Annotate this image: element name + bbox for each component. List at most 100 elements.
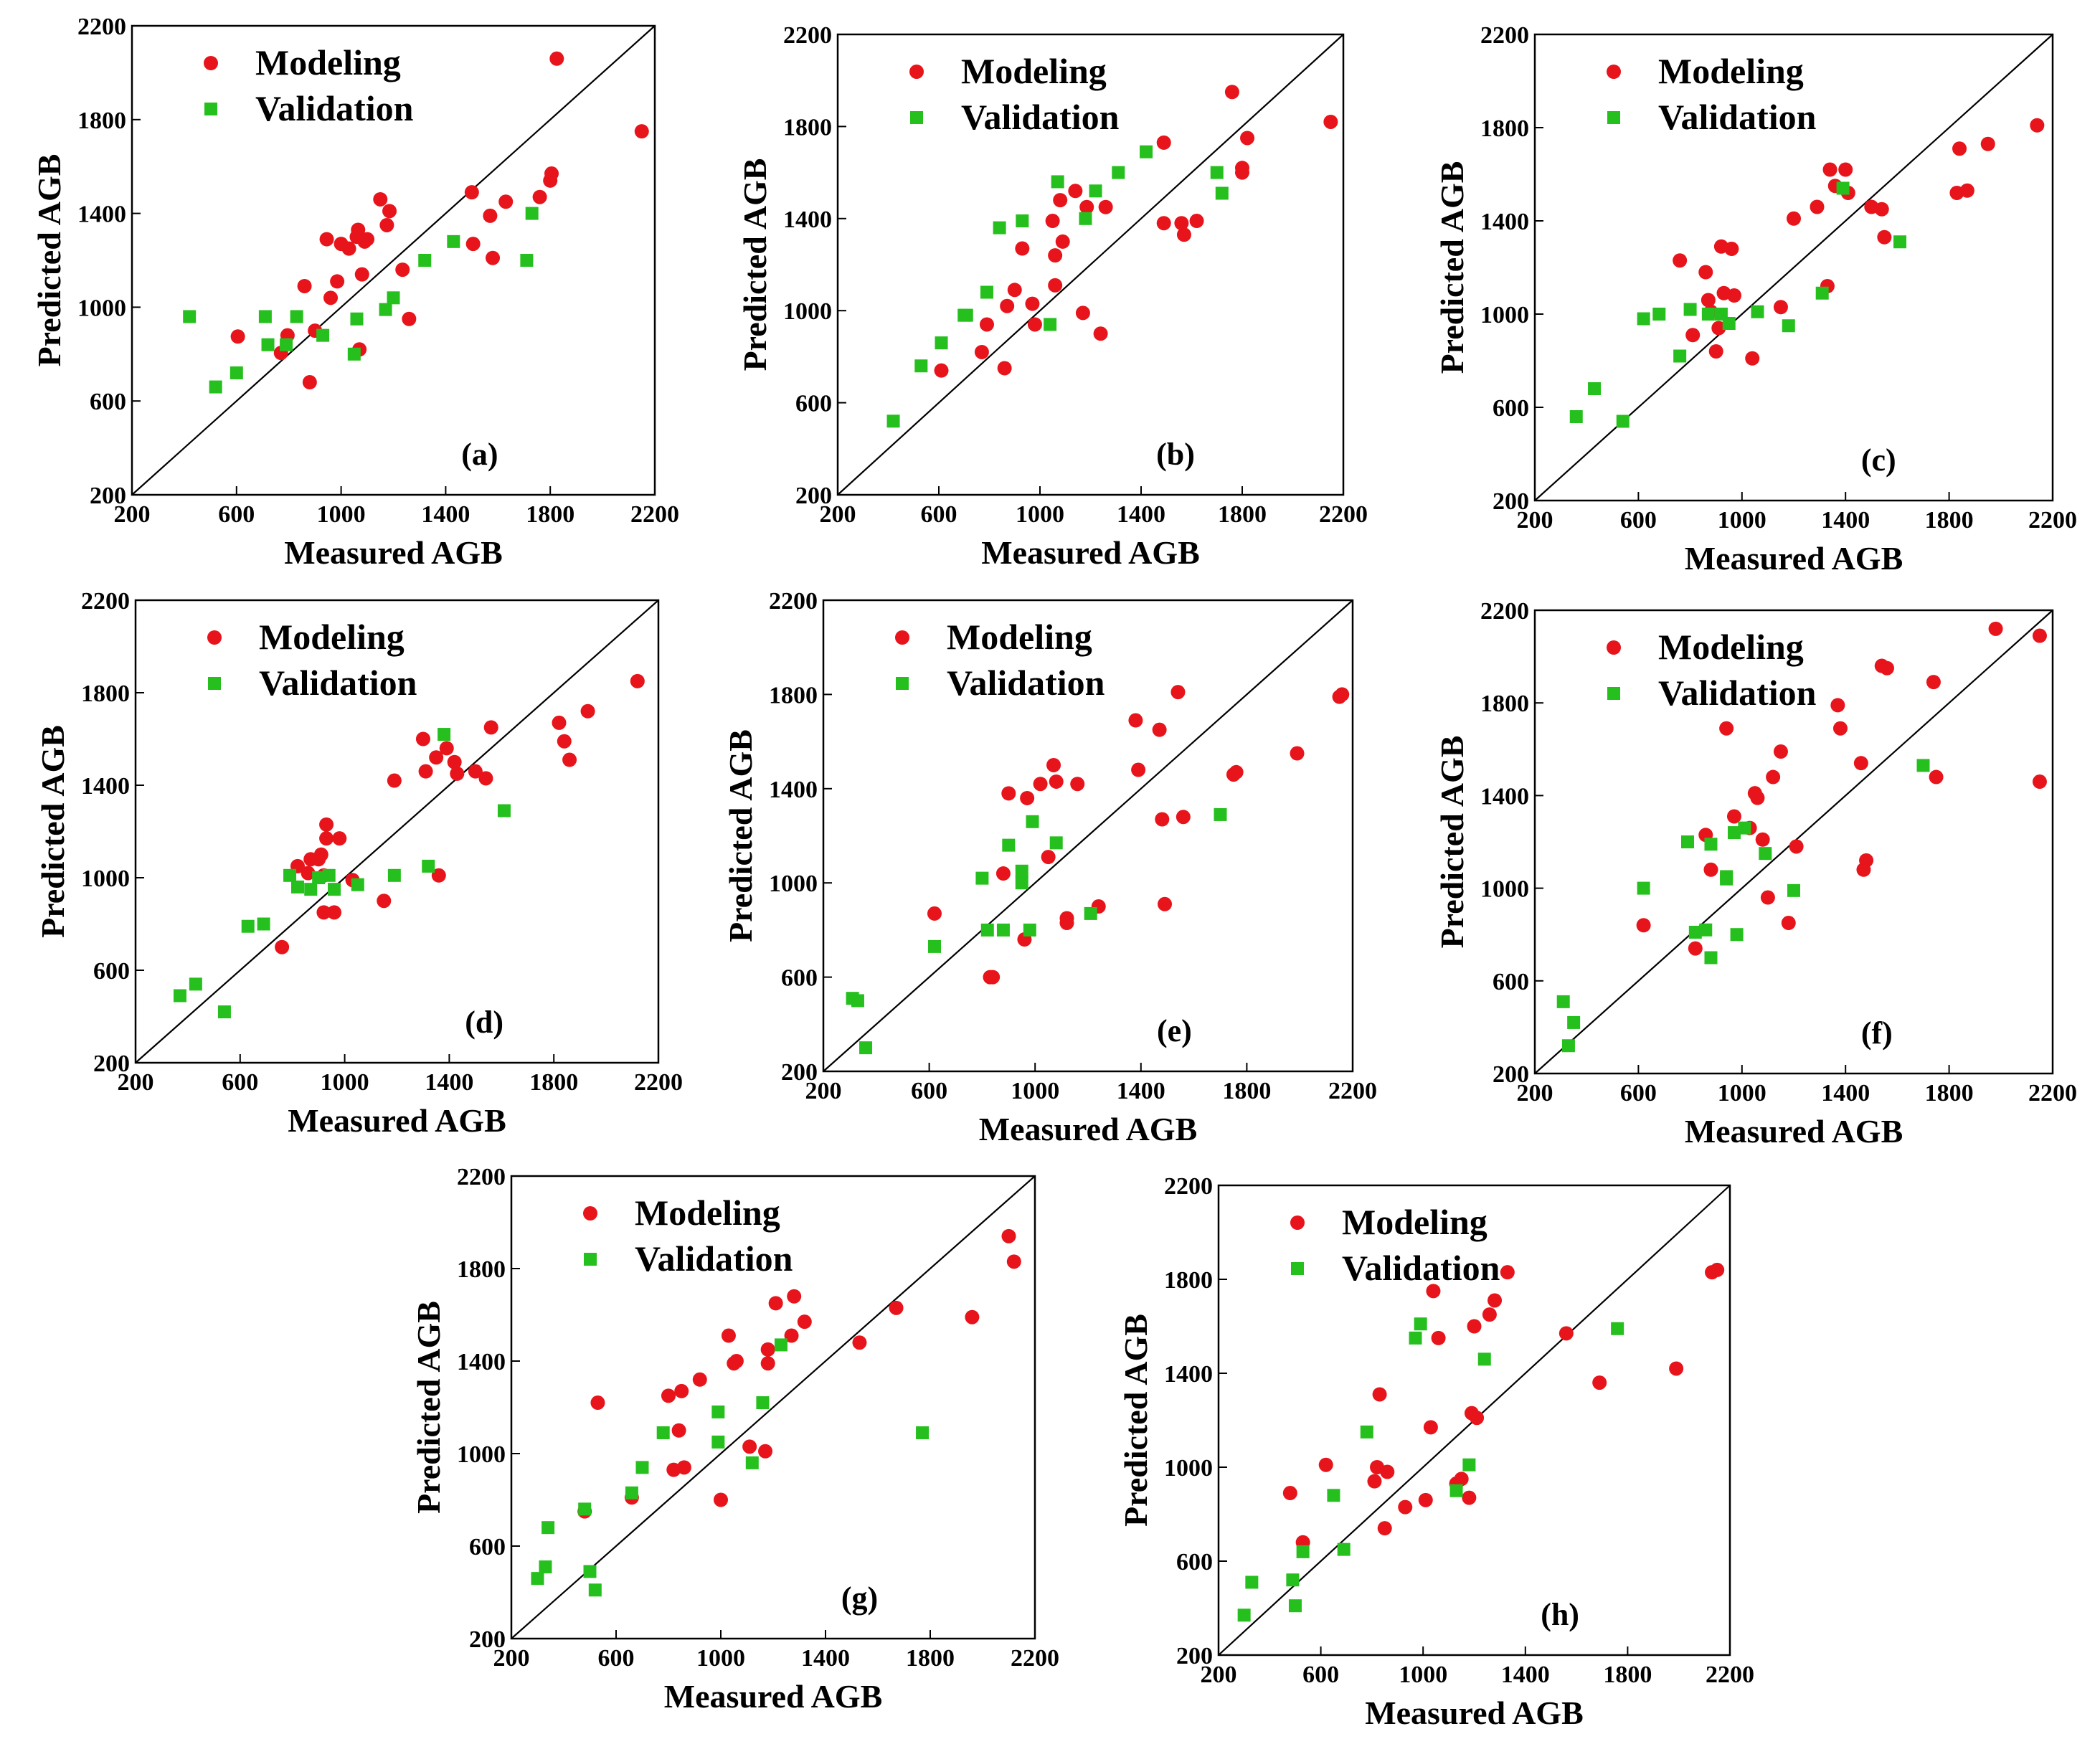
series-validation	[183, 207, 539, 394]
validation-point	[379, 303, 392, 316]
modeling-point	[1001, 1228, 1016, 1243]
x-tick-label: 200	[1517, 1080, 1553, 1106]
legend-modeling-marker	[1607, 640, 1621, 655]
legend-validation-marker	[1607, 687, 1620, 700]
validation-point	[539, 1560, 552, 1574]
validation-point	[935, 336, 948, 350]
modeling-point	[1020, 790, 1035, 805]
modeling-point	[1006, 1254, 1021, 1269]
modeling-point	[934, 363, 949, 378]
modeling-point	[2032, 774, 2047, 790]
modeling-point	[1773, 300, 1788, 315]
plot-frame	[510, 1175, 1036, 1640]
validation-point	[1245, 1575, 1259, 1589]
x-axis-label: Measured AGB	[664, 1678, 883, 1715]
modeling-point	[1001, 786, 1016, 801]
modeling-point	[927, 906, 942, 921]
y-tick-label: 600	[90, 389, 126, 415]
modeling-point	[742, 1439, 757, 1454]
modeling-point	[1426, 1284, 1441, 1299]
x-tick-label: 200	[118, 1069, 154, 1096]
validation-point	[625, 1486, 638, 1499]
validation-point	[851, 994, 864, 1008]
modeling-point	[316, 905, 331, 920]
validation-point	[189, 977, 202, 991]
y-tick-label: 1800	[769, 682, 818, 708]
modeling-point	[1176, 227, 1191, 242]
y-tick-label: 1800	[81, 681, 130, 707]
y-tick-label: 1800	[1480, 691, 1529, 717]
legend-modeling-marker	[204, 56, 218, 70]
modeling-point	[1318, 1457, 1333, 1472]
modeling-point	[439, 741, 454, 756]
x-tick-label: 600	[911, 1078, 947, 1104]
y-tick-label: 2200	[457, 1164, 506, 1190]
modeling-point	[1398, 1499, 1413, 1515]
validation-point	[1704, 838, 1718, 851]
modeling-point	[557, 734, 572, 749]
modeling-point	[549, 51, 564, 66]
series-modeling	[1282, 1262, 1725, 1550]
x-tick-label: 2200	[634, 1069, 683, 1096]
modeling-point	[1059, 911, 1074, 926]
validation-point	[1588, 382, 1602, 395]
y-tick-label: 600	[1176, 1549, 1213, 1575]
modeling-point	[468, 764, 483, 779]
modeling-point	[1431, 1330, 1446, 1345]
modeling-point	[1046, 757, 1061, 772]
validation-point	[756, 1396, 770, 1410]
validation-point	[280, 338, 293, 351]
y-tick-label: 200	[1176, 1643, 1213, 1669]
validation-point	[1237, 1608, 1251, 1622]
validation-point	[531, 1572, 544, 1586]
x-tick-label: 600	[1620, 1080, 1657, 1106]
y-tick-label: 600	[1493, 969, 1529, 995]
modeling-point	[760, 1342, 775, 1357]
modeling-point	[1592, 1375, 1607, 1390]
x-tick-label: 2200	[2028, 507, 2077, 534]
modeling-point	[721, 1328, 736, 1343]
modeling-point	[1000, 298, 1015, 313]
validation-point	[387, 868, 401, 882]
modeling-point	[1335, 687, 1350, 702]
validation-point	[257, 917, 270, 931]
x-tick-label: 600	[1302, 1662, 1339, 1688]
modeling-point	[630, 673, 645, 688]
y-tick-label: 2200	[81, 588, 130, 615]
modeling-point	[1750, 790, 1765, 805]
x-tick-label: 1000	[321, 1069, 369, 1096]
legend-validation-label: Validation	[635, 1238, 793, 1279]
x-tick-label: 200	[1517, 507, 1553, 534]
x-tick-label: 1000	[317, 501, 366, 528]
validation-point	[447, 234, 460, 248]
modeling-point	[1929, 769, 1944, 785]
modeling-point	[1418, 1492, 1433, 1507]
one-to-one-line	[131, 25, 656, 496]
modeling-point	[1832, 721, 1848, 736]
modeling-point	[1710, 1262, 1725, 1277]
legend-modeling-label: Modeling	[961, 51, 1107, 91]
validation-point	[283, 868, 297, 882]
y-tick-label: 600	[469, 1534, 506, 1560]
modeling-point	[671, 1423, 686, 1438]
validation-point	[1836, 181, 1850, 195]
y-tick-label: 600	[795, 391, 832, 417]
validation-point	[1704, 951, 1718, 965]
series-modeling	[230, 51, 649, 390]
modeling-point	[1158, 896, 1173, 911]
validation-point	[304, 883, 318, 896]
modeling-point	[1098, 199, 1113, 214]
y-tick-label: 1000	[81, 866, 130, 892]
series-validation	[531, 1338, 930, 1597]
validation-point	[1673, 349, 1687, 363]
y-tick-label: 600	[1493, 395, 1529, 422]
validation-point	[520, 254, 534, 267]
validation-point	[1738, 821, 1751, 835]
x-axis-label: Measured AGB	[1365, 1695, 1584, 1731]
y-tick-label: 200	[1493, 1061, 1529, 1088]
validation-point	[351, 878, 364, 891]
modeling-point	[1224, 85, 1239, 100]
modeling-point	[1033, 777, 1048, 792]
y-tick-label: 1400	[1480, 783, 1529, 810]
modeling-point	[1070, 777, 1085, 792]
